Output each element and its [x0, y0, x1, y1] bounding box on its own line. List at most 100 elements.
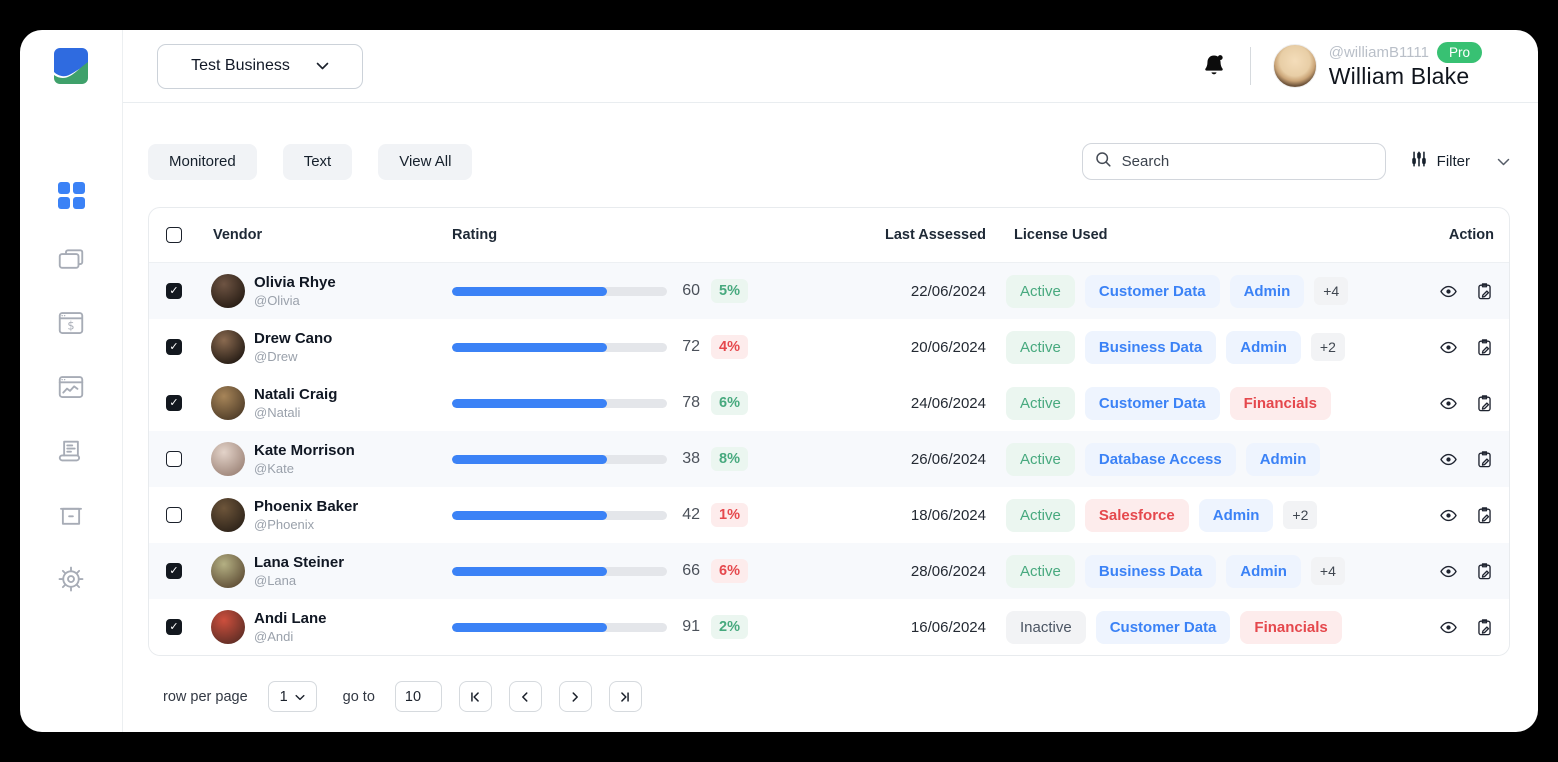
edit-clipboard-icon[interactable]	[1475, 338, 1494, 357]
user-handle: @williamB1111	[1329, 44, 1429, 61]
table-row[interactable]: Phoenix Baker @Phoenix 42 1% 18/06/2024 …	[149, 487, 1509, 543]
rating-value: 42	[678, 506, 700, 524]
view-eye-icon[interactable]	[1439, 618, 1458, 637]
sidebar-item-payments[interactable]: $	[54, 306, 88, 340]
tab-monitored[interactable]: Monitored	[148, 144, 257, 180]
svg-text:$: $	[67, 320, 74, 333]
rating-value: 60	[678, 282, 700, 300]
edit-clipboard-icon[interactable]	[1475, 450, 1494, 469]
row-checkbox[interactable]: ✓	[166, 619, 182, 635]
row-checkbox-cell: ✓	[149, 339, 197, 355]
license-badge: Financials	[1240, 611, 1341, 644]
sidebar-item-settings[interactable]	[54, 562, 88, 596]
vendor-handle: @Kate	[254, 461, 355, 476]
sidebar-item-invoices[interactable]	[54, 434, 88, 468]
row-checkbox[interactable]: ✓	[166, 563, 182, 579]
view-eye-icon[interactable]	[1439, 282, 1458, 301]
view-eye-icon[interactable]	[1439, 394, 1458, 413]
sidebar-item-dashboard[interactable]	[54, 178, 88, 212]
row-checkbox-cell: ✓	[149, 395, 197, 411]
edit-clipboard-icon[interactable]	[1475, 506, 1494, 525]
table-row[interactable]: ✓ Natali Craig @Natali 78 6% 24/06/2024 …	[149, 375, 1509, 431]
status-badge: Active	[1006, 275, 1075, 308]
status-badge: Active	[1006, 555, 1075, 588]
rows-per-page-select[interactable]: 1	[268, 681, 317, 712]
view-eye-icon[interactable]	[1439, 562, 1458, 581]
edit-clipboard-icon[interactable]	[1475, 618, 1494, 637]
sidebar-item-cards[interactable]	[54, 242, 88, 276]
rating-cell: 38 8%	[452, 447, 871, 471]
select-all-checkbox[interactable]	[166, 227, 182, 243]
row-checkbox[interactable]	[166, 507, 182, 523]
toolbar-right: Filter	[1082, 143, 1510, 180]
header-last-assessed: Last Assessed	[871, 227, 998, 243]
status-badge: Active	[1006, 499, 1075, 532]
rating-progress-fill	[452, 455, 607, 464]
last-page-button[interactable]	[609, 681, 642, 712]
goto-page-input[interactable]	[395, 681, 442, 712]
status-badge: Active	[1006, 331, 1075, 364]
status-badge: Inactive	[1006, 611, 1086, 644]
filter-control[interactable]: Filter	[1410, 150, 1510, 173]
license-badge: Salesforce	[1085, 499, 1189, 532]
rating-change-badge: 4%	[711, 335, 748, 359]
notification-bell-icon[interactable]	[1200, 52, 1228, 80]
table-row[interactable]: Kate Morrison @Kate 38 8% 26/06/2024 Act…	[149, 431, 1509, 487]
search-box	[1082, 143, 1386, 180]
vendor-handle: @Drew	[254, 349, 332, 364]
table-row[interactable]: ✓ Drew Cano @Drew 72 4% 20/06/2024 Activ…	[149, 319, 1509, 375]
sidebar-item-archive[interactable]	[54, 498, 88, 532]
table-row[interactable]: ✓ Olivia Rhye @Olivia 60 5% 22/06/2024 A…	[149, 263, 1509, 319]
view-eye-icon[interactable]	[1439, 450, 1458, 469]
next-page-button[interactable]	[559, 681, 592, 712]
rating-cell: 78 6%	[452, 391, 871, 415]
first-page-button[interactable]	[459, 681, 492, 712]
rating-progress-fill	[452, 343, 607, 352]
header-checkbox-cell	[149, 227, 197, 243]
table-body: ✓ Olivia Rhye @Olivia 60 5% 22/06/2024 A…	[149, 263, 1509, 655]
header-license-used: License Used	[998, 227, 1425, 243]
vendor-handle: @Phoenix	[254, 517, 358, 532]
search-input[interactable]	[1122, 153, 1373, 170]
edit-clipboard-icon[interactable]	[1475, 394, 1494, 413]
table-row[interactable]: ✓ Andi Lane @Andi 91 2% 16/06/2024 Inact…	[149, 599, 1509, 655]
sidebar-item-analytics[interactable]	[54, 370, 88, 404]
receipt-icon	[56, 436, 86, 466]
table-row[interactable]: ✓ Lana Steiner @Lana 66 6% 28/06/2024 Ac…	[149, 543, 1509, 599]
view-eye-icon[interactable]	[1439, 506, 1458, 525]
pro-badge: Pro	[1437, 42, 1482, 63]
tab-view-all[interactable]: View All	[378, 144, 472, 180]
license-cell: Active Business DataAdmin+2	[998, 331, 1425, 364]
prev-page-button[interactable]	[509, 681, 542, 712]
license-cell: Inactive Customer DataFinancials	[998, 611, 1425, 644]
vendor-name: Natali Craig	[254, 386, 337, 403]
vendor-cell: Phoenix Baker @Phoenix	[197, 498, 452, 532]
view-eye-icon[interactable]	[1439, 338, 1458, 357]
rating-cell: 66 6%	[452, 559, 871, 583]
license-cell: Active Business DataAdmin+4	[998, 555, 1425, 588]
brand-logo-icon[interactable]	[49, 44, 93, 88]
chevron-down-icon	[316, 57, 329, 75]
edit-clipboard-icon[interactable]	[1475, 282, 1494, 301]
license-badge: Customer Data	[1085, 275, 1220, 308]
extra-count-badge: +4	[1314, 277, 1348, 305]
row-checkbox[interactable]: ✓	[166, 283, 182, 299]
row-checkbox-cell: ✓	[149, 563, 197, 579]
vendor-name: Olivia Rhye	[254, 274, 336, 291]
dollar-window-icon: $	[56, 308, 86, 338]
tab-text[interactable]: Text	[283, 144, 353, 180]
rating-cell: 72 4%	[452, 335, 871, 359]
license-badge: Financials	[1230, 387, 1331, 420]
license-badge: Admin	[1199, 499, 1274, 532]
vendor-cell: Natali Craig @Natali	[197, 386, 452, 420]
row-checkbox[interactable]	[166, 451, 182, 467]
business-selector[interactable]: Test Business	[157, 44, 363, 89]
row-checkbox[interactable]: ✓	[166, 395, 182, 411]
edit-clipboard-icon[interactable]	[1475, 562, 1494, 581]
row-checkbox[interactable]: ✓	[166, 339, 182, 355]
license-badge: Business Data	[1085, 331, 1216, 364]
action-cell	[1425, 450, 1509, 469]
user-profile[interactable]: @williamB1111 Pro William Blake	[1273, 42, 1482, 90]
vendor-cell: Kate Morrison @Kate	[197, 442, 452, 476]
vendor-avatar	[211, 610, 245, 644]
